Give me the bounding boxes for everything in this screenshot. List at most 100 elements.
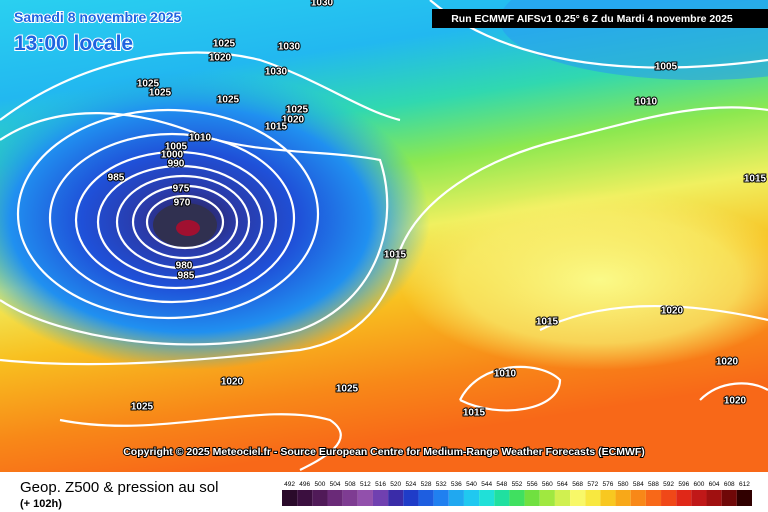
legend-label: 500 (314, 481, 325, 488)
legend-swatch (736, 490, 752, 506)
legend-label: 504 (330, 481, 341, 488)
isobar-label: 1010 (494, 369, 517, 380)
legend-label: 576 (603, 481, 614, 488)
legend-swatch (691, 490, 707, 506)
footer: Geop. Z500 & pression au sol (+ 102h) (20, 479, 218, 510)
isobar-label: 980 (176, 261, 193, 272)
legend-label: 544 (481, 481, 492, 488)
legend-swatch (615, 490, 631, 506)
legend-swatch (600, 490, 616, 506)
legend-swatch (554, 490, 571, 506)
isobar-label: 1005 (655, 62, 678, 73)
isobar-label: 1020 (221, 377, 244, 388)
isobar-label: 1020 (661, 306, 684, 317)
isobar-label: 1010 (189, 133, 212, 144)
legend-label: 572 (587, 481, 598, 488)
isobars (0, 0, 768, 470)
legend-swatch (342, 490, 358, 506)
legend-swatch (494, 490, 510, 506)
legend-swatch (418, 490, 434, 506)
isobar-label: 1010 (635, 97, 658, 108)
legend-label: 584 (633, 481, 644, 488)
legend-label: 568 (572, 481, 583, 488)
isobar-label: 1025 (213, 39, 236, 50)
legend-label: 496 (299, 481, 310, 488)
legend-label: 528 (421, 481, 432, 488)
legend-label: 556 (527, 481, 538, 488)
legend-swatch (479, 490, 495, 506)
legend-swatch (463, 490, 480, 506)
legend-swatch (721, 490, 737, 506)
isobar-label: 1025 (286, 105, 309, 116)
legend-label: 608 (724, 481, 735, 488)
legend-swatch (645, 490, 662, 506)
isobar-label: 970 (174, 198, 191, 209)
isobar-labels: 1030102510201030103010251025102510251020… (107, 0, 768, 420)
copyright: Copyright © 2025 Meteociel.fr - Source E… (123, 446, 645, 458)
footer-title: Geop. Z500 & pression au sol (20, 479, 218, 496)
legend-swatch (570, 490, 586, 506)
isobar-label: 1020 (282, 115, 305, 126)
legend-swatch (372, 490, 389, 506)
isobar-label: 1025 (131, 402, 154, 413)
legend-swatch (661, 490, 677, 506)
legend-label: 588 (648, 481, 659, 488)
header: Samedi 8 novembre 2025 13:00 locale Run … (13, 8, 768, 56)
legend-label: 592 (663, 481, 674, 488)
legend-label: 516 (375, 481, 386, 488)
legend-label: 564 (557, 481, 568, 488)
legend-swatch (539, 490, 555, 506)
legend-swatch (676, 490, 692, 506)
isobar-label: 985 (178, 271, 195, 282)
isobar-label: 1005 (165, 142, 188, 153)
isobar-label: 985 (108, 173, 125, 184)
isobar-label: 1015 (536, 317, 559, 328)
legend-label: 492 (284, 481, 295, 488)
legend-label: 600 (694, 481, 705, 488)
legend-label: 508 (345, 481, 356, 488)
legend-swatch (509, 490, 525, 506)
legend-swatch (448, 490, 464, 506)
isobar-label: 1015 (463, 408, 486, 419)
isobar-label: 1020 (716, 357, 739, 368)
isobar-label: 1030 (278, 42, 301, 53)
isobar-label: 990 (168, 159, 185, 170)
legend-swatch (585, 490, 601, 506)
isobar-label: 1015 (265, 122, 288, 133)
legend-swatch (388, 490, 404, 506)
isobar-label: 1025 (336, 384, 359, 395)
isobar-label: 1020 (724, 396, 747, 407)
legend-label: 520 (390, 481, 401, 488)
legend-swatch (312, 490, 328, 506)
legend-label: 596 (678, 481, 689, 488)
legend-label: 612 (739, 481, 750, 488)
run-info: Run ECMWF AIFSv1 0.25° 6 Z du Mardi 4 no… (451, 13, 733, 25)
legend-label: 536 (451, 481, 462, 488)
map-background (0, 0, 768, 472)
legend-label: 580 (618, 481, 629, 488)
legend-swatch (327, 490, 343, 506)
legend-swatch (433, 490, 449, 506)
legend-label: 524 (405, 481, 416, 488)
isobar-label: 1025 (217, 95, 240, 106)
isobar-label: 1020 (209, 53, 232, 64)
legend-swatch (297, 490, 313, 506)
legend-swatch (524, 490, 540, 506)
legend-label: 512 (360, 481, 371, 488)
isobar-label: 1015 (744, 174, 767, 185)
legend-label: 552 (512, 481, 523, 488)
legend-swatch (706, 490, 722, 506)
isobar-label: 1030 (265, 67, 288, 78)
legend-swatch (282, 490, 298, 506)
legend-swatch (403, 490, 419, 506)
isobar-label: 1030 (311, 0, 334, 9)
legend-label: 560 (542, 481, 553, 488)
isobar-label: 1025 (149, 88, 172, 99)
isobar-label: 1000 (161, 150, 184, 161)
date: Samedi 8 novembre 2025 (14, 9, 182, 25)
color-legend: 492 496 500 504 508 512 516 520 524 528 532 536 540 5… (282, 481, 752, 506)
legend-label: 604 (709, 481, 720, 488)
legend-swatch (357, 490, 373, 506)
isobar-label: 1015 (384, 250, 407, 261)
